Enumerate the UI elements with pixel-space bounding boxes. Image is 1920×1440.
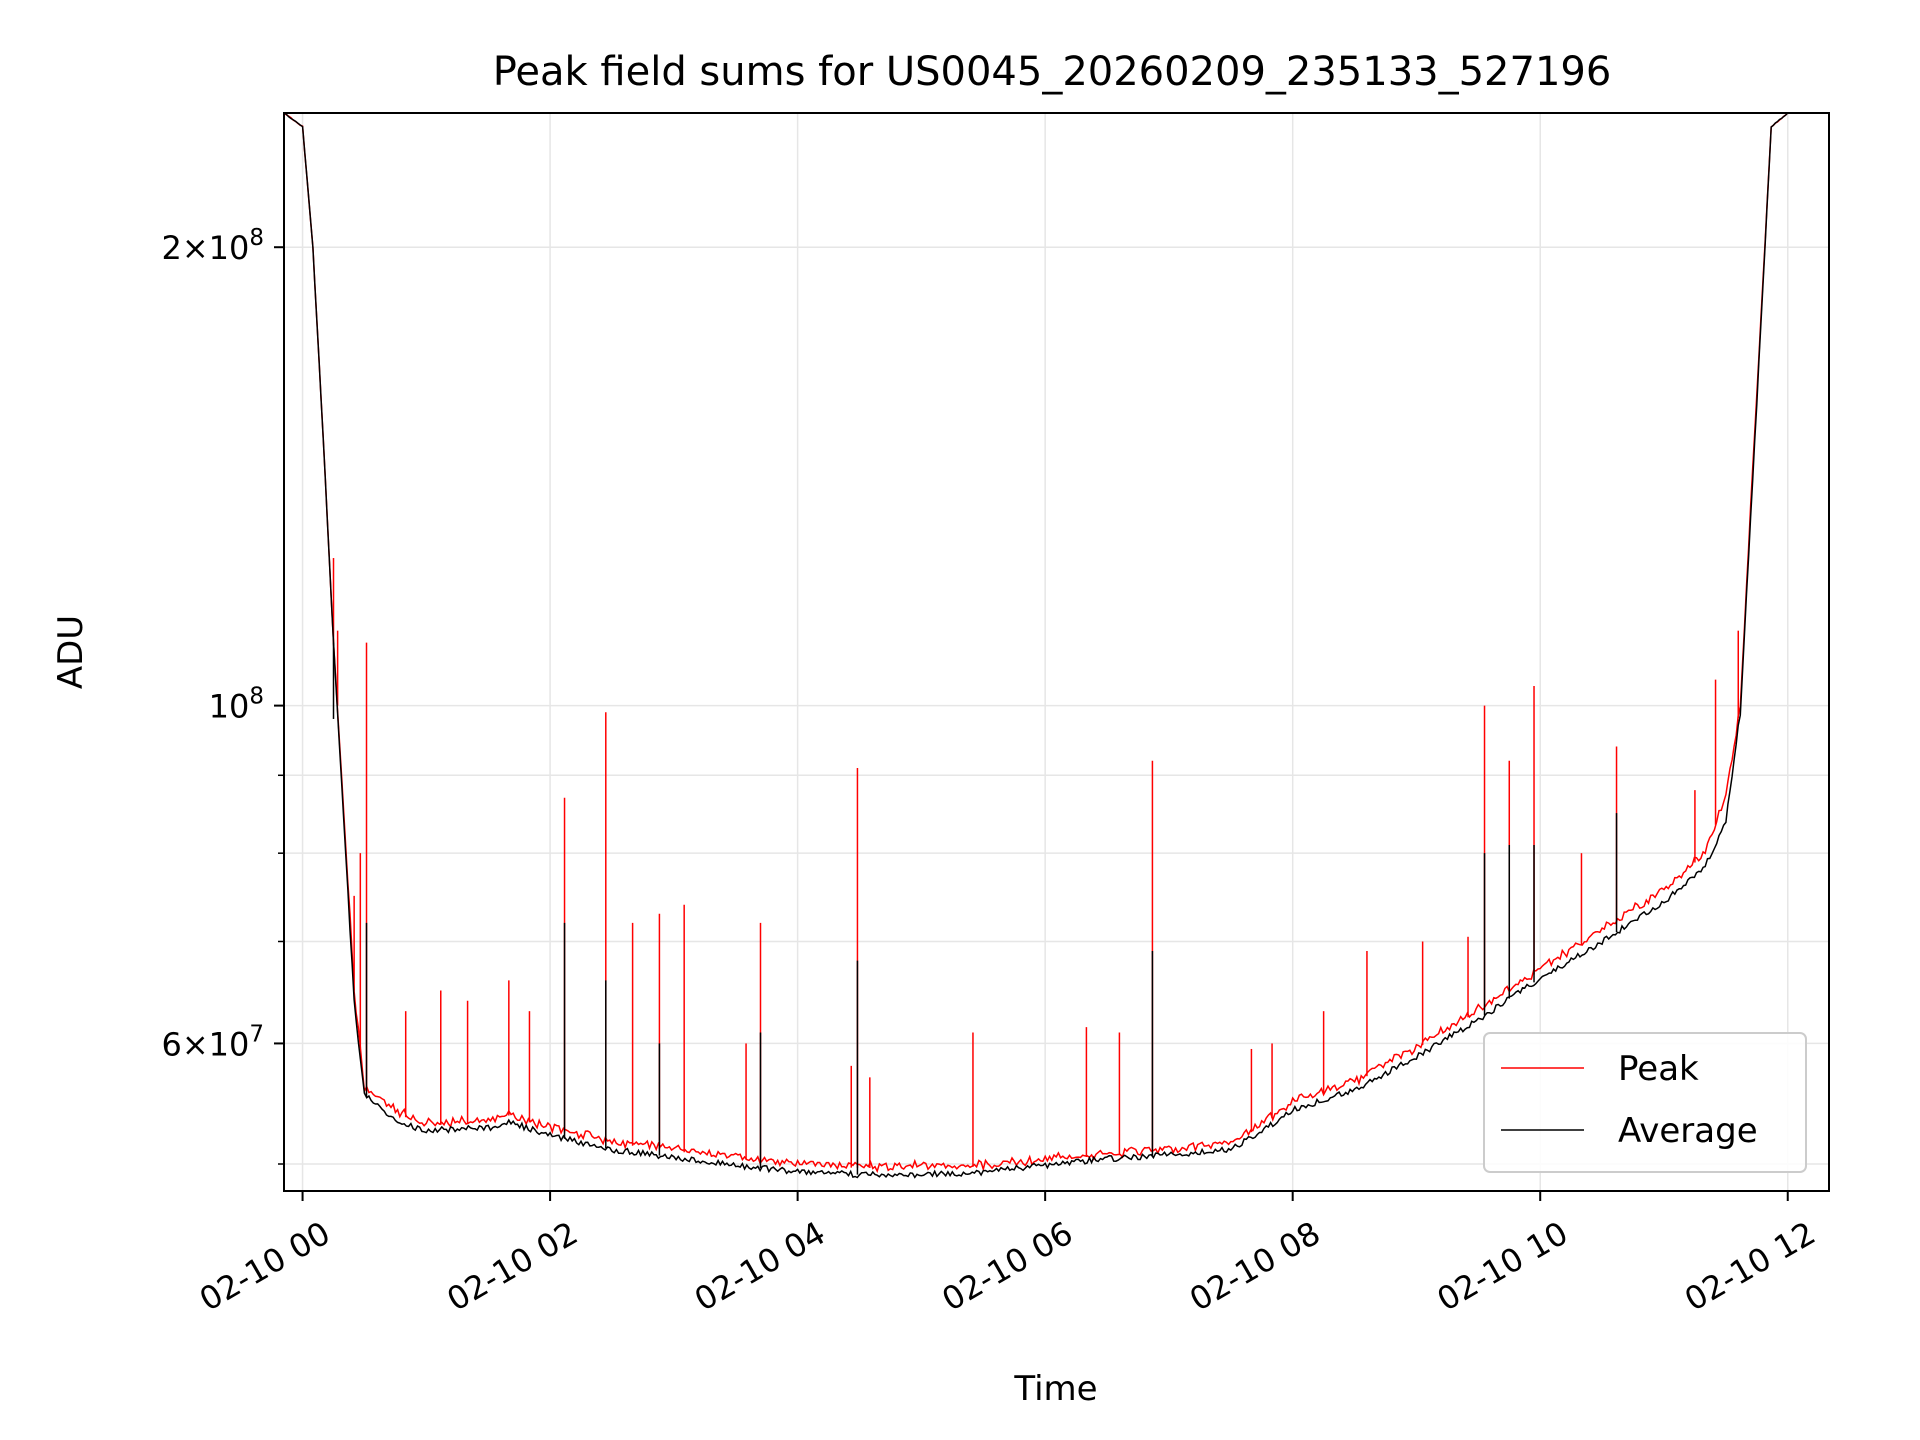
legend-label-average: Average <box>1618 1111 1758 1151</box>
y-tick-label: 108 <box>209 684 264 726</box>
grid-lines <box>284 113 1829 1191</box>
y-tick-label: 2×108 <box>161 225 264 267</box>
series-line-peak <box>284 113 1789 1174</box>
legend: Peak Average <box>1483 1032 1807 1173</box>
y-axis-label: ADU <box>51 615 91 689</box>
x-axis-label: Time <box>1013 1369 1097 1409</box>
y-tick-label: 6×107 <box>161 1021 264 1063</box>
series-average <box>284 113 1789 1179</box>
series-line-average <box>284 113 1789 1179</box>
chart-title: Peak field sums for US0045_20260209_2351… <box>493 49 1612 95</box>
series-layer <box>284 113 1789 1179</box>
y-axis-ticks: 6×107 108 2×108 <box>161 225 284 1165</box>
plot-frame <box>283 112 1830 1192</box>
legend-label-peak: Peak <box>1618 1049 1699 1089</box>
